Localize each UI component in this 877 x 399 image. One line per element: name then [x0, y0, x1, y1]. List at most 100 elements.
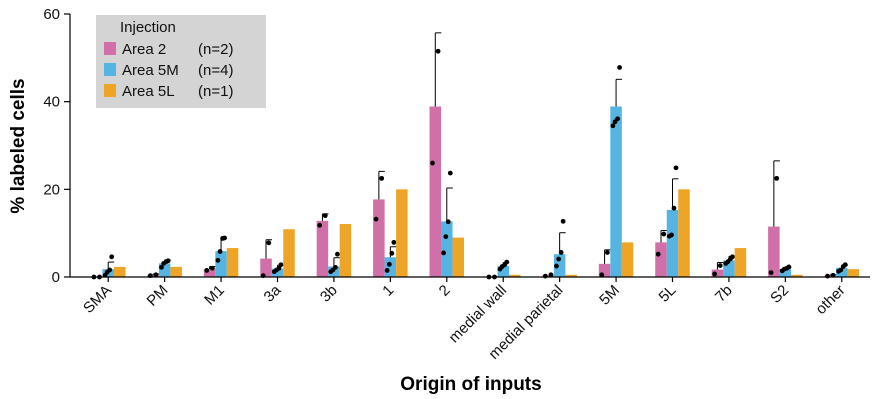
bar-area-5l-2 [452, 237, 465, 277]
bar-area-5l-sma [113, 266, 126, 277]
legend-title: Injection [120, 19, 176, 36]
x-tick-label-5m: 5M [596, 282, 623, 309]
data-point-area-5m-medial-parietal-3 [560, 218, 566, 224]
bar-area-2-3a [260, 258, 272, 277]
y-tick-label-20: 20 [43, 181, 60, 198]
bar-area-5l-5m [621, 242, 634, 277]
x-tick-label-2: 2 [436, 282, 454, 300]
bar-area-5m-5l [666, 209, 679, 277]
bar-area-5m-medial-wall [497, 266, 509, 277]
data-point-area-2-1-0 [373, 216, 379, 222]
data-point-area-5m-5l-2 [671, 205, 677, 211]
data-point-area-5m-7b-3 [730, 254, 735, 260]
y-tick-label-40: 40 [43, 94, 60, 111]
data-point-area-5m-1-0 [384, 268, 390, 273]
data-point-area-2-5l-1 [661, 231, 667, 237]
data-point-area-5m-1-1 [386, 261, 392, 267]
data-point-area-2-2-0 [430, 160, 435, 166]
bar-area-5m-m1 [215, 251, 227, 277]
data-point-area-2-other-0 [825, 273, 830, 279]
x-tick-label-7b: 7b [712, 282, 736, 306]
data-point-area-5m-pm-0 [159, 264, 164, 270]
x-tick-label-3b: 3b [317, 282, 341, 306]
data-point-area-5m-2-2 [445, 219, 451, 225]
data-point-area-2-medial-parietal-0 [542, 273, 548, 279]
legend-background [96, 15, 266, 108]
data-point-area-5m-medial-parietal-1 [556, 256, 562, 262]
data-point-area-5m-pm-3 [165, 258, 171, 264]
data-point-area-5m-2-1 [443, 234, 449, 240]
data-point-area-5m-m1-3 [222, 235, 227, 241]
data-point-area-5m-medial-wall-3 [504, 259, 510, 265]
bar-area-5l-m1 [226, 248, 239, 277]
legend-label-area-5l: Area 5L [122, 83, 175, 100]
x-tick-label-other: other [812, 282, 848, 318]
data-point-area-5m-2-0 [441, 250, 446, 256]
data-point-area-5m-5m-2 [615, 116, 620, 122]
data-point-area-2-medial-parietal-1 [548, 272, 554, 278]
data-point-area-5m-3b-3 [335, 251, 340, 257]
bar-area-5m-s2 [779, 269, 792, 277]
data-point-area-5m-2-3 [447, 170, 453, 176]
bar-area-5l-other [847, 269, 860, 277]
y-axis-title: % labeled cells [8, 78, 29, 213]
bar-area-5l-7b [734, 248, 747, 277]
data-point-area-2-5m-0 [599, 272, 605, 278]
data-point-area-2-m1-0 [204, 268, 210, 273]
bar-area-2-7b [711, 269, 724, 277]
x-tick-label-1: 1 [379, 282, 397, 300]
data-point-area-5m-3b-2 [333, 264, 338, 270]
bar-area-5l-3b [339, 223, 352, 277]
bar-area-5m-medial-parietal [553, 254, 566, 277]
bar-area-2-m1 [203, 269, 216, 277]
legend-n-area-5l: (n=1) [198, 83, 233, 100]
data-point-area-2-3b-1 [322, 213, 328, 219]
data-point-area-2-m1-1 [209, 265, 215, 271]
y-tick-label-60: 60 [43, 6, 60, 23]
data-point-area-5m-sma-3 [109, 254, 115, 260]
data-point-area-2-7b-0 [712, 271, 718, 277]
bar-area-5l-5l [678, 189, 690, 277]
x-tick-label-m1: M1 [201, 282, 228, 309]
data-point-area-5m-5m-3 [617, 65, 622, 70]
bar-area-2-3b [316, 220, 329, 277]
data-point-area-2-2-1 [435, 48, 441, 54]
x-tick-label-5l: 5L [656, 282, 680, 306]
data-point-area-2-pm-1 [153, 272, 159, 278]
bar-area-5m-3a [271, 268, 284, 277]
data-point-area-5m-1-3 [391, 239, 397, 245]
data-point-area-2-7b-1 [717, 263, 723, 269]
bar-area-2-medial-parietal [542, 275, 554, 277]
data-point-area-5m-m1-1 [217, 249, 223, 254]
bar-area-5l-pm [170, 266, 182, 277]
legend-swatch-area-2 [104, 42, 116, 55]
x-tick-label-3a: 3a [261, 281, 285, 305]
data-point-area-5m-sma-2 [107, 267, 113, 273]
bar-area-5l-1 [396, 189, 408, 277]
x-tick-label-pm: PM [144, 282, 172, 310]
bars-group [90, 32, 860, 280]
data-point-area-2-1-1 [379, 175, 385, 181]
bar-area-2-s2 [768, 226, 780, 277]
bar-area-5l-3a [283, 229, 295, 277]
legend-n-area-2: (n=2) [198, 41, 233, 58]
data-point-area-5m-medial-parietal-0 [554, 263, 559, 269]
bar-area-5m-1 [384, 257, 397, 277]
data-point-area-2-s2-0 [768, 270, 774, 276]
x-tick-label-s2: S2 [767, 282, 792, 307]
data-point-area-2-s2-1 [774, 175, 780, 181]
data-point-area-5m-5l-3 [673, 165, 679, 171]
data-point-area-5m-other-3 [842, 262, 848, 268]
bar-area-5m-2 [441, 221, 453, 277]
legend: Injection Area 2 (n=2) Area 5M (n=4) Are… [96, 15, 266, 108]
bar-area-2-1 [373, 199, 385, 277]
bar-area-2-2 [429, 106, 442, 277]
bar-area-2-other [824, 275, 837, 277]
x-tick-label-sma: SMA [80, 282, 115, 317]
data-point-area-5m-s2-3 [786, 264, 792, 270]
bar-area-5l-medial-parietal [565, 274, 577, 277]
legend-n-area-5m: (n=4) [198, 62, 233, 79]
data-point-area-2-3a-1 [266, 240, 272, 246]
x-axis-title: Origin of inputs [400, 374, 541, 395]
